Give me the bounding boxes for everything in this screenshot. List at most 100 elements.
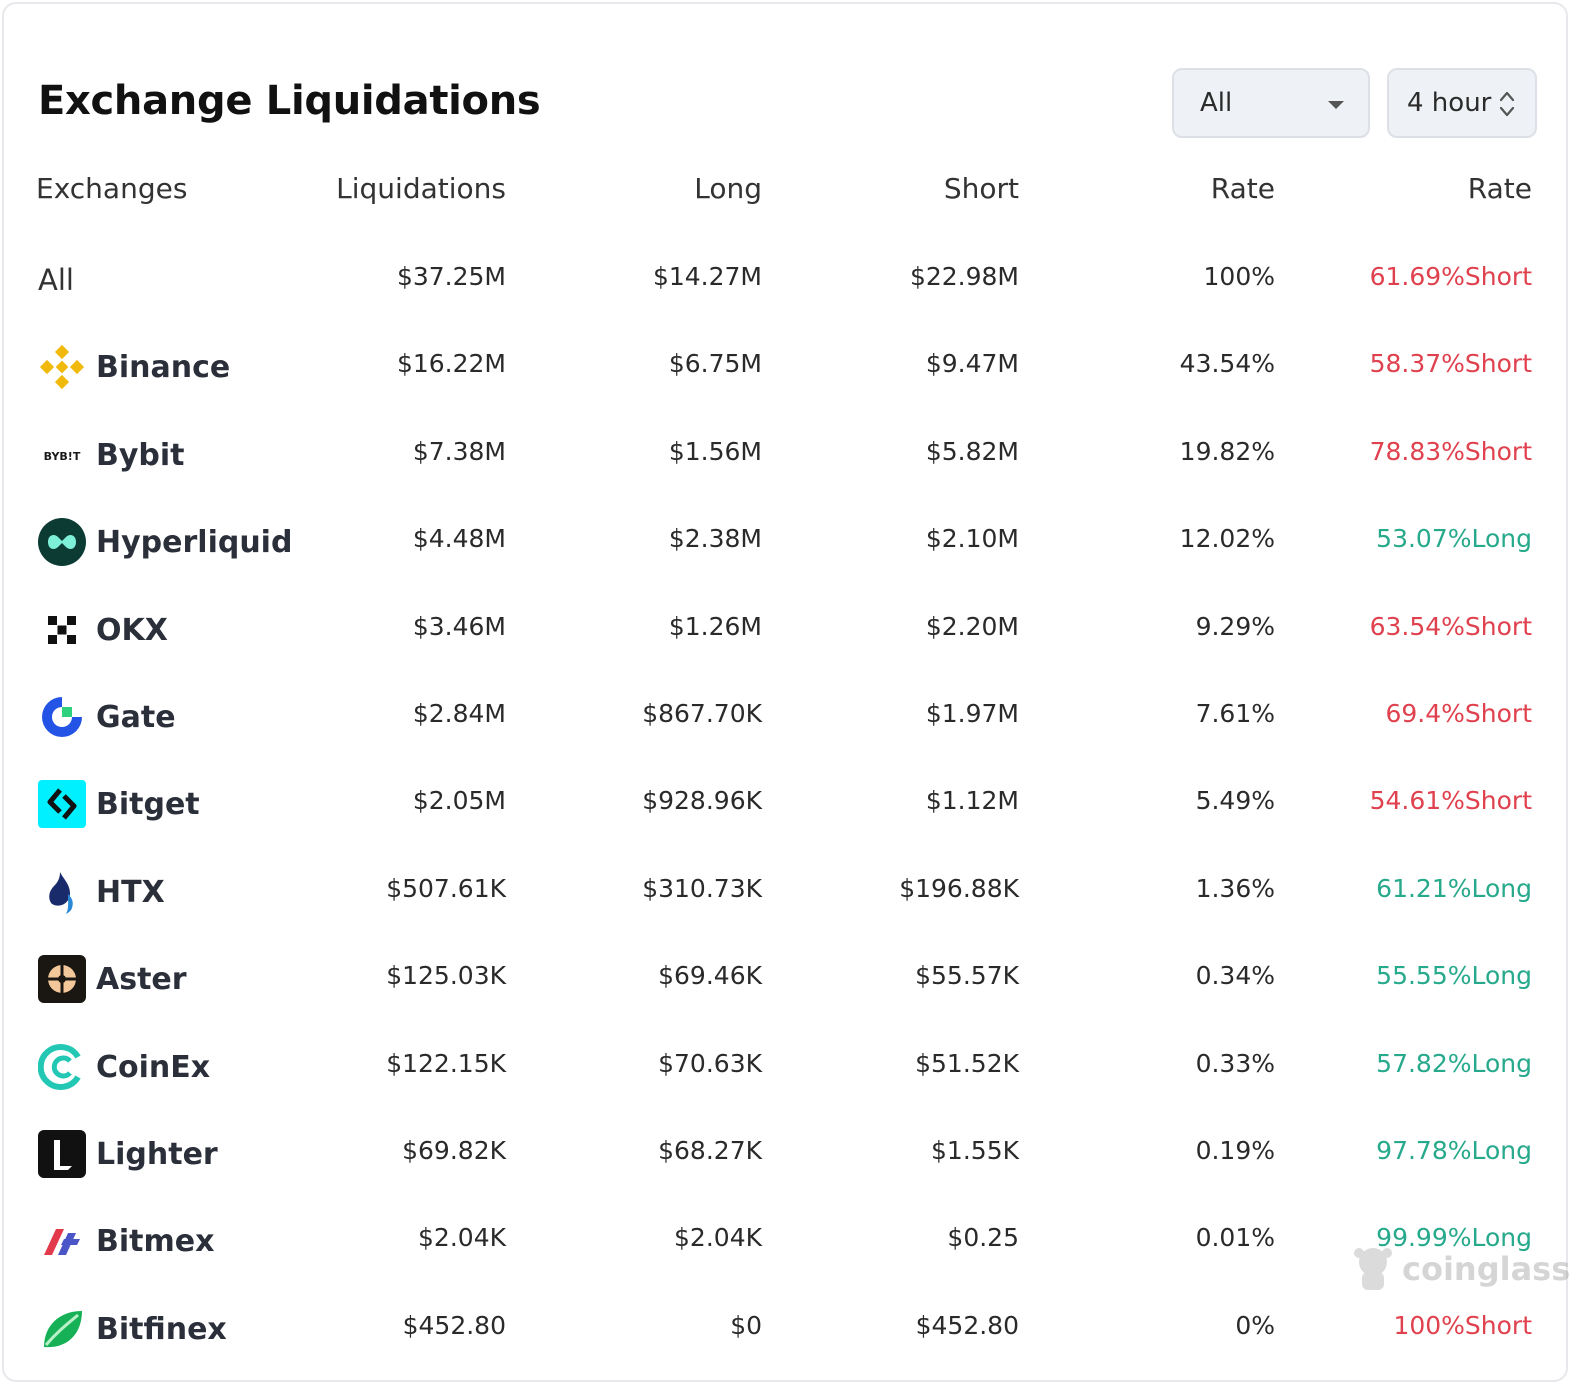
liquidations-value: $2.04K [418, 1223, 506, 1252]
short-value: $5.82M [925, 437, 1019, 466]
exchange-cell: All [38, 250, 74, 310]
table-row[interactable]: Bitmex $2.04K $2.04K $0.25 0.01% 99.99%L… [4, 1211, 1566, 1271]
long-value: $68.27K [658, 1136, 762, 1165]
rate-value: 0.34% [1195, 961, 1275, 990]
side-rate-value: 57.82%Long [1376, 1049, 1532, 1078]
bybit-icon: BYB!T [38, 431, 86, 479]
liquidations-value: $16.22M [396, 349, 506, 378]
liquidations-value: $125.03K [386, 961, 506, 990]
exchange-scope-value: All [1200, 88, 1233, 118]
table-row[interactable]: Binance $16.22M $6.75M $9.47M 43.54% 58.… [4, 337, 1566, 397]
short-value: $452.80 [915, 1311, 1019, 1340]
liquidations-value: $4.48M [412, 524, 506, 553]
side-rate-value: 55.55%Long [1376, 961, 1532, 990]
short-value: $51.52K [915, 1049, 1019, 1078]
exchange-cell: Bitget [38, 774, 200, 834]
side-rate-value: 58.37%Short [1369, 349, 1532, 378]
table-row[interactable]: HTX $507.61K $310.73K $196.88K 1.36% 61.… [4, 862, 1566, 922]
long-value: $70.63K [658, 1049, 762, 1078]
exchange-name: Binance [96, 349, 231, 385]
aster-icon [38, 955, 86, 1003]
column-header-short[interactable]: Short [943, 172, 1019, 205]
short-value: $0.25 [947, 1223, 1019, 1252]
side-rate-value: 69.4%Short [1385, 699, 1532, 728]
exchange-cell: Bitmex [38, 1211, 214, 1271]
exchange-scope-select[interactable]: All [1172, 68, 1370, 138]
bitfinex-icon [38, 1305, 86, 1353]
hyperliquid-icon [38, 518, 86, 566]
table-row[interactable]: Bitget $2.05M $928.96K $1.12M 5.49% 54.6… [4, 774, 1566, 834]
long-value: $1.26M [668, 612, 762, 641]
long-value: $2.04K [674, 1223, 762, 1252]
long-value: $0 [730, 1311, 762, 1340]
table-row[interactable]: Aster $125.03K $69.46K $55.57K 0.34% 55.… [4, 949, 1566, 1009]
exchange-cell: OKX [38, 600, 168, 660]
time-period-value: 4 hour [1407, 88, 1492, 118]
exchange-name: Bybit [96, 437, 185, 473]
table-row[interactable]: All $37.25M $14.27M $22.98M 100% 61.69%S… [4, 250, 1566, 310]
rate-value: 1.36% [1195, 874, 1275, 903]
long-value: $6.75M [668, 349, 762, 378]
lighter-icon [38, 1130, 86, 1178]
column-header-rate[interactable]: Rate [1210, 172, 1275, 205]
rate-value: 12.02% [1179, 524, 1275, 553]
exchange-cell: Binance [38, 337, 230, 397]
exchange-name: OKX [96, 612, 168, 648]
side-rate-value: 78.83%Short [1369, 437, 1532, 466]
binance-icon [38, 343, 86, 391]
rate-value: 0.01% [1195, 1223, 1275, 1252]
gate-icon [38, 693, 86, 741]
rate-value: 5.49% [1195, 786, 1275, 815]
table-row[interactable]: Lighter $69.82K $68.27K $1.55K 0.19% 97.… [4, 1124, 1566, 1184]
table-row[interactable]: Hyperliquid $4.48M $2.38M $2.10M 12.02% … [4, 512, 1566, 572]
short-value: $196.88K [899, 874, 1019, 903]
rate-value: 19.82% [1179, 437, 1275, 466]
exchange-name: Gate [96, 699, 176, 735]
table-row[interactable]: Bitfinex $452.80 $0 $452.80 0% 100%Short [4, 1299, 1566, 1359]
liquidations-value: $3.46M [412, 612, 506, 641]
exchange-cell: CoinEx [37, 1037, 210, 1097]
rate-value: 7.61% [1195, 699, 1275, 728]
exchange-cell: Hyperliquid [38, 512, 292, 572]
svg-text:BYB!T: BYB!T [44, 450, 81, 463]
table-row[interactable]: BYB!T Bybit $7.38M $1.56M $5.82M 19.82% … [4, 425, 1566, 485]
exchange-cell: HTX [38, 862, 165, 922]
exchange-cell: Bitfinex [38, 1299, 227, 1359]
exchange-name: Bitfinex [96, 1311, 227, 1347]
watermark: coinglass [1350, 1244, 1570, 1294]
exchange-name: HTX [96, 874, 165, 910]
long-value: $69.46K [658, 961, 762, 990]
column-header-liquidations[interactable]: Liquidations [336, 172, 506, 205]
liquidations-value: $452.80 [402, 1311, 506, 1340]
column-header-exchanges[interactable]: Exchanges [36, 172, 188, 205]
exchange-name: Lighter [96, 1136, 218, 1172]
liquidations-value: $7.38M [412, 437, 506, 466]
bitmex-icon [38, 1217, 86, 1265]
table-row[interactable]: Gate $2.84M $867.70K $1.97M 7.61% 69.4%S… [4, 687, 1566, 747]
long-value: $867.70K [642, 699, 762, 728]
short-value: $1.12M [925, 786, 1019, 815]
liquidations-value: $507.61K [386, 874, 506, 903]
column-header-long[interactable]: Long [694, 172, 762, 205]
side-rate-value: 63.54%Short [1369, 612, 1532, 641]
exchange-name: Bitget [96, 786, 200, 822]
rate-value: 9.29% [1195, 612, 1275, 641]
up-down-chevron-icon [1499, 91, 1515, 117]
bitget-icon [38, 780, 86, 828]
side-rate-value: 97.78%Long [1376, 1136, 1532, 1165]
rate-value: 0% [1235, 1311, 1275, 1340]
table-row[interactable]: CoinEx $122.15K $70.63K $51.52K 0.33% 57… [4, 1037, 1566, 1097]
caret-down-icon [1328, 101, 1344, 109]
table-row[interactable]: OKX $3.46M $1.26M $2.20M 9.29% 63.54%Sho… [4, 600, 1566, 660]
exchange-name: Hyperliquid [96, 524, 293, 560]
exchange-cell: BYB!T Bybit [38, 425, 185, 485]
short-value: $1.55K [931, 1136, 1019, 1165]
column-header-side-rate[interactable]: Rate [1467, 172, 1532, 205]
side-rate-value: 61.21%Long [1376, 874, 1532, 903]
rate-value: 0.33% [1195, 1049, 1275, 1078]
side-rate-value: 53.07%Long [1376, 524, 1532, 553]
side-rate-value: 100%Short [1393, 1311, 1532, 1340]
coinex-icon [37, 1043, 86, 1091]
exchange-name: Bitmex [96, 1223, 215, 1259]
time-period-select[interactable]: 4 hour [1387, 68, 1537, 138]
